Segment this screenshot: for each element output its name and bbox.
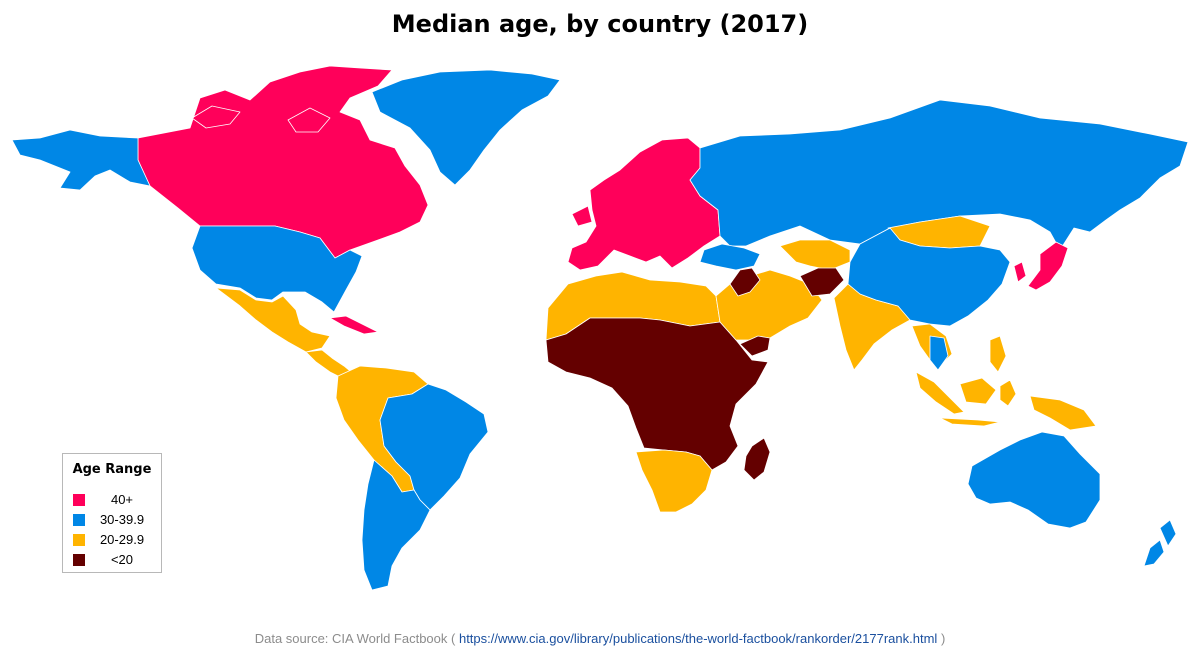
- legend-item-under-20: <20: [73, 552, 158, 568]
- region-new-zealand: [1143, 519, 1177, 567]
- region-thailand: [929, 335, 949, 371]
- region-madagascar: [743, 437, 771, 481]
- region-australia: [967, 431, 1101, 529]
- legend-swatch-under-20: [73, 554, 85, 566]
- region-cuba: [329, 315, 379, 335]
- legend-item-20-29: 20-29.9: [73, 532, 158, 548]
- region-greenland: [371, 69, 561, 186]
- legend-item-40-plus: 40+: [73, 492, 158, 508]
- legend-item-30-39: 30-39.9: [73, 512, 158, 528]
- legend-label-under-20: <20: [110, 552, 134, 567]
- source-suffix: ): [940, 631, 946, 646]
- region-sub-saharan-africa: [545, 317, 769, 471]
- legend-label-20-29: 20-29.9: [99, 532, 145, 547]
- region-afghanistan: [799, 267, 845, 297]
- legend: Age Range 40+ 30-39.9 20-29.9 <20: [62, 453, 162, 573]
- region-usa: [191, 225, 363, 313]
- legend-swatch-30-39: [73, 514, 85, 526]
- region-southeast-asia: [911, 323, 1007, 373]
- legend-swatch-40-plus: [73, 494, 85, 506]
- region-iraq: [729, 267, 761, 297]
- region-korea: [1013, 261, 1027, 283]
- legend-label-30-39: 30-39.9: [99, 512, 145, 527]
- region-china: [847, 227, 1011, 327]
- legend-title: Age Range: [72, 462, 152, 477]
- region-brazil: [379, 383, 489, 511]
- source-prefix: Data source: CIA World Factbook (: [254, 631, 456, 646]
- region-southern-africa: [635, 449, 713, 513]
- source-link[interactable]: https://www.cia.gov/library/publications…: [458, 631, 938, 646]
- region-southern-cone: [361, 459, 431, 591]
- region-turkey-caucasus: [699, 243, 761, 271]
- region-mexico: [215, 287, 331, 353]
- region-alaska: [11, 129, 151, 191]
- region-indonesia: [915, 371, 1097, 431]
- region-yemen: [739, 335, 771, 357]
- data-source-note: Data source: CIA World Factbook ( https:…: [0, 631, 1200, 646]
- legend-label-40-plus: 40+: [110, 492, 134, 507]
- legend-swatch-20-29: [73, 534, 85, 546]
- region-japan: [1027, 241, 1069, 291]
- region-europe: [567, 137, 721, 271]
- map-title: Median age, by country (2017): [391, 10, 809, 38]
